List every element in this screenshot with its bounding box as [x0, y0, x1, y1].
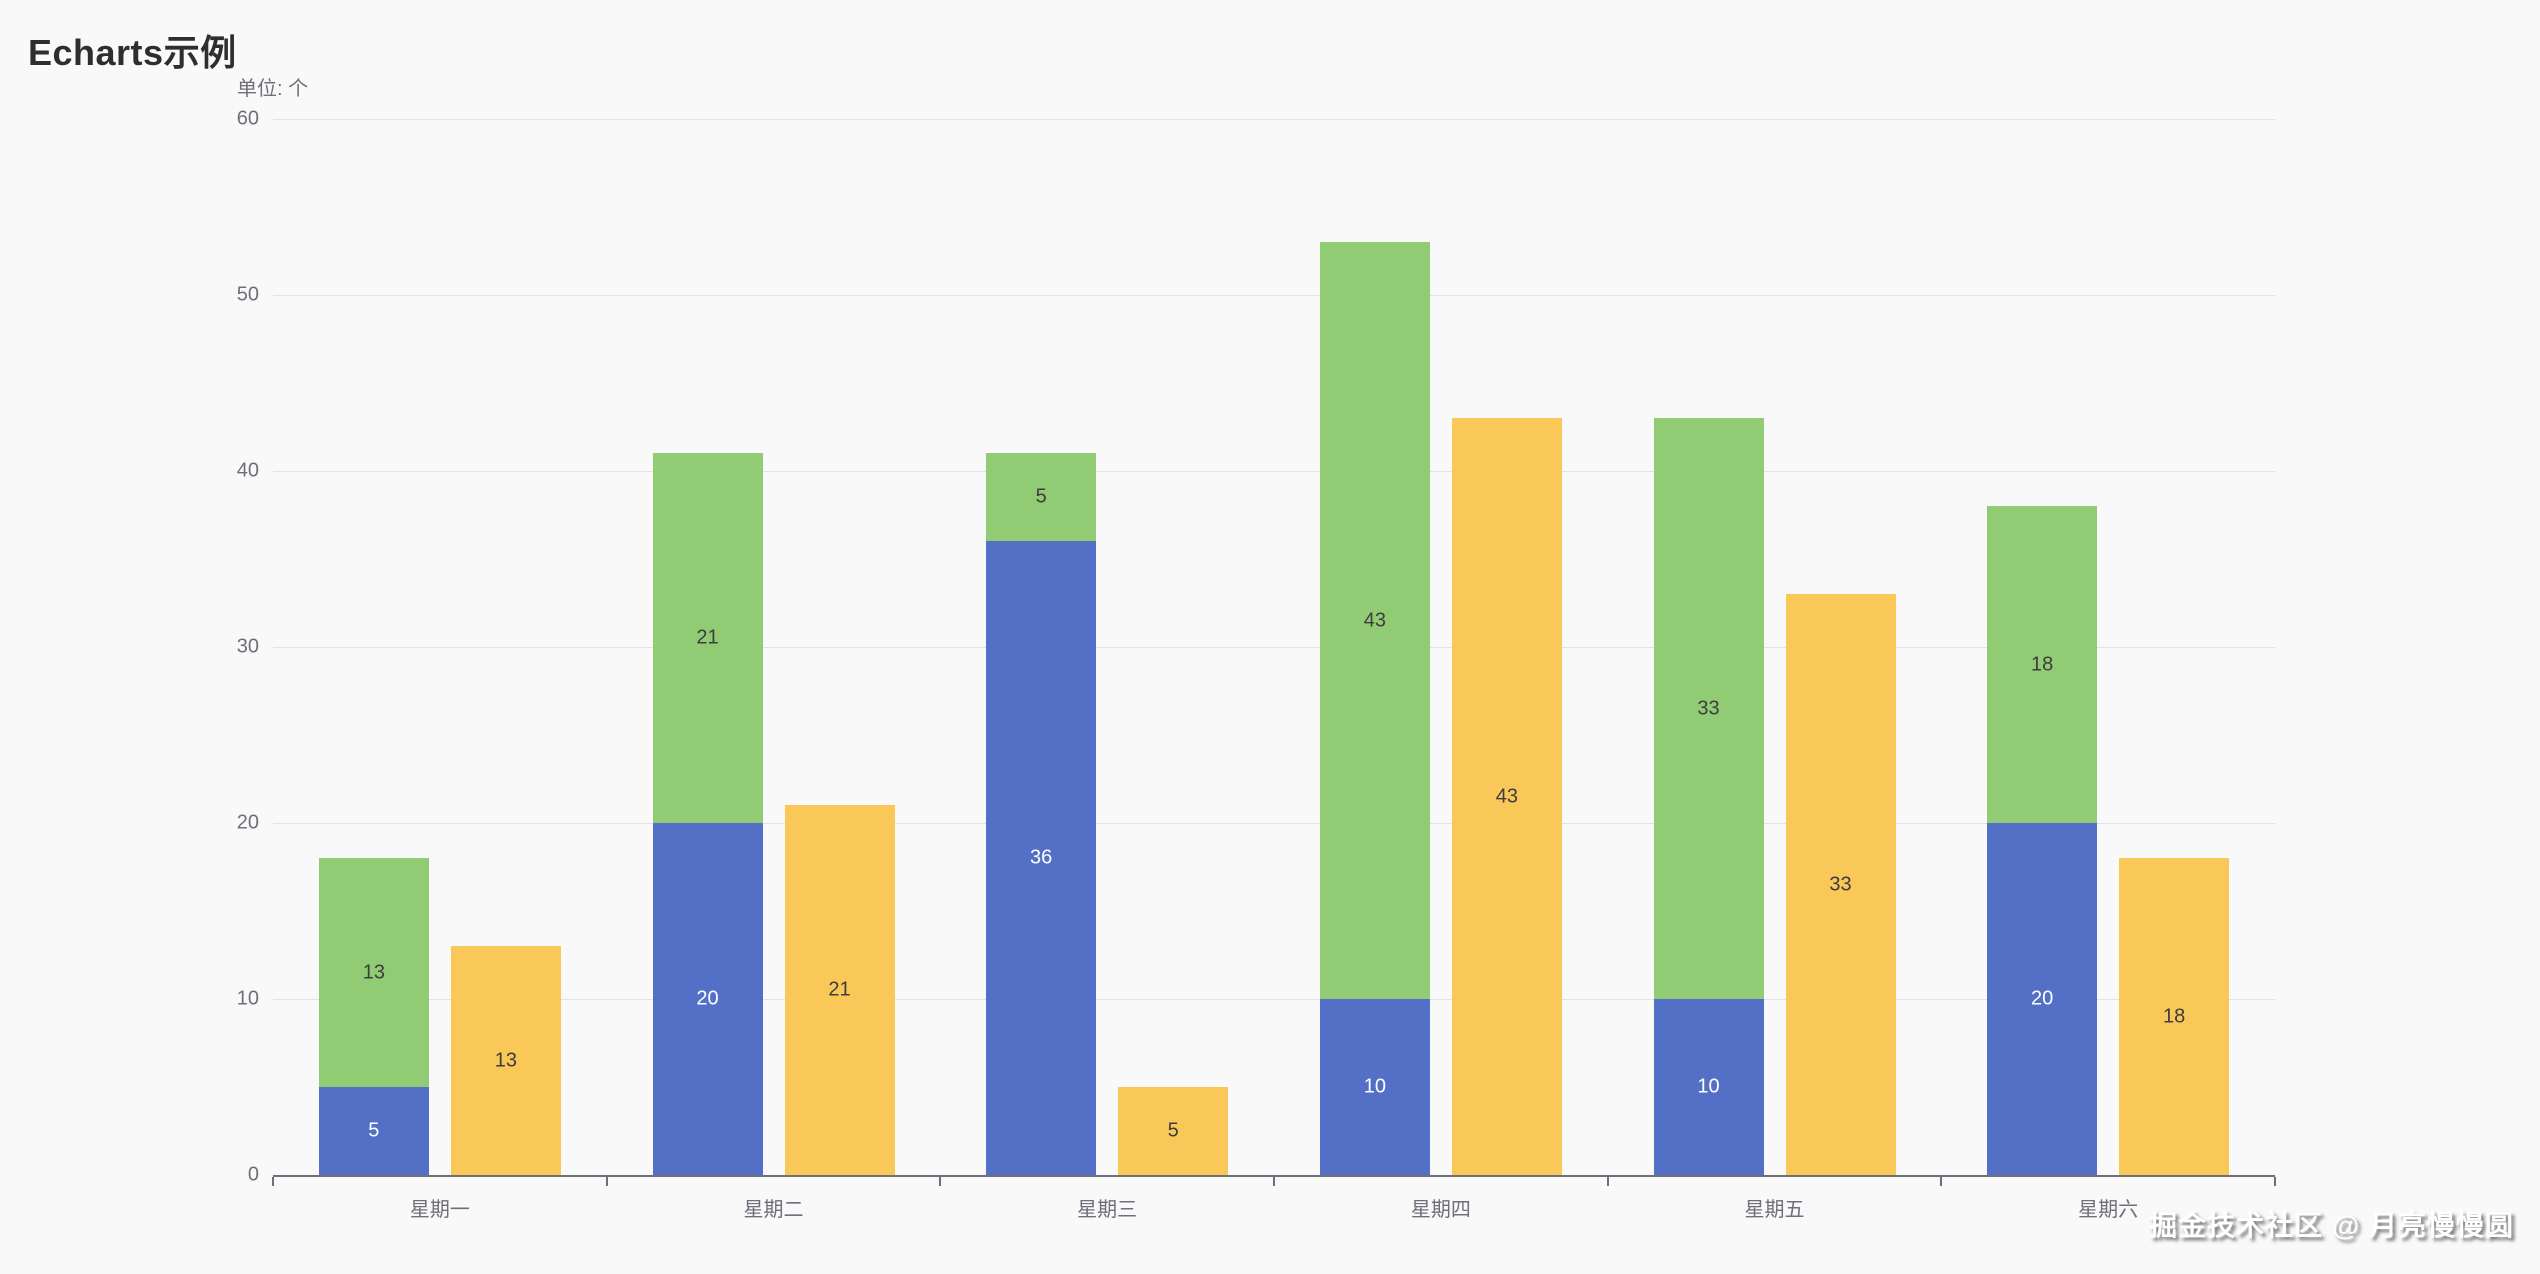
- bar-segment-5470C6[interactable]: [1987, 823, 2098, 1175]
- bar-segment-FAC858[interactable]: [784, 805, 895, 1175]
- bar-segment-5470C6[interactable]: [1653, 999, 1764, 1175]
- bar-value-label: 33: [1829, 873, 1852, 896]
- page-title: Echarts示例: [28, 32, 237, 73]
- y-axis-tick-label: 30: [236, 635, 259, 658]
- x-axis-tick: [605, 1177, 608, 1186]
- bar-segment-5470C6[interactable]: [652, 823, 763, 1175]
- bar-segment-FAC858[interactable]: [1451, 418, 1562, 1175]
- bar-value-label: 10: [1697, 1075, 1720, 1098]
- bar-value-label: 21: [696, 626, 719, 649]
- bar-value-label: 13: [362, 961, 385, 984]
- x-axis-category-label: 星期一: [409, 1199, 470, 1221]
- x-axis-tick: [1273, 1177, 1275, 1186]
- x-axis-tick: [939, 1177, 942, 1186]
- bar-segment-5470C6[interactable]: [986, 541, 1097, 1175]
- bar-value-label: 20: [696, 987, 719, 1010]
- gridline-20: [273, 823, 2275, 824]
- x-axis-tick: [1606, 1177, 1609, 1186]
- x-axis-category-label: 星期五: [1744, 1199, 1805, 1221]
- bar-segment-5470C6[interactable]: [1319, 999, 1430, 1175]
- x-axis-category-label: 星期四: [1410, 1199, 1471, 1221]
- bar-value-label: 5: [1035, 485, 1047, 508]
- bar-segment-FAC858[interactable]: [450, 946, 561, 1175]
- bar-segment-FAC858[interactable]: [1118, 1087, 1229, 1175]
- gridline-40: [273, 471, 2275, 472]
- bar-value-label: 43: [1495, 785, 1518, 808]
- y-axis-tick-label: 40: [236, 459, 259, 482]
- x-axis-tick: [1940, 1177, 1943, 1186]
- y-axis-tick-label: 60: [236, 107, 259, 130]
- bar-segment-91CC75[interactable]: [1987, 506, 2098, 823]
- gridline-50: [273, 295, 2275, 296]
- chart-plot-area: 5 13 13 20 21 21 36 5 5 10 43 43 10 33 33 20 18 18: [273, 119, 2275, 1177]
- y-axis-tick-label: 50: [236, 283, 259, 306]
- bar-value-label: 5: [1167, 1119, 1179, 1142]
- bar-value-label: 20: [2031, 987, 2054, 1010]
- bar-value-label: 18: [2163, 1005, 2186, 1028]
- y-axis-unit-label: 单位: 个: [237, 78, 309, 100]
- bar-segment-FAC858[interactable]: [2119, 858, 2230, 1175]
- y-axis-tick-label: 10: [236, 987, 259, 1010]
- bar-value-label: 36: [1030, 846, 1053, 869]
- bar-value-label: 43: [1363, 609, 1386, 632]
- bar-value-label: 18: [2031, 653, 2054, 676]
- gridline-30: [273, 647, 2275, 648]
- x-axis-category-label: 星期六: [2078, 1199, 2139, 1221]
- bar-value-label: 10: [1363, 1075, 1386, 1098]
- y-axis-tick-label: 0: [247, 1163, 259, 1186]
- bar-segment-91CC75[interactable]: [986, 453, 1097, 542]
- bar-segment-91CC75[interactable]: [1653, 418, 1764, 999]
- bar-segment-91CC75[interactable]: [318, 858, 429, 1087]
- y-axis-tick-label: 20: [236, 811, 259, 834]
- bar-value-label: 33: [1697, 697, 1720, 720]
- x-axis-tick: [2274, 1177, 2276, 1186]
- bar-value-label: 21: [828, 978, 851, 1001]
- gridline-60: [273, 119, 2275, 120]
- bar-segment-5470C6[interactable]: [318, 1087, 429, 1175]
- bar-segment-91CC75[interactable]: [652, 453, 763, 823]
- bar-segment-91CC75[interactable]: [1319, 242, 1430, 999]
- bar-segment-FAC858[interactable]: [1785, 594, 1896, 1175]
- x-axis-tick: [272, 1177, 274, 1186]
- watermark: 掘金技术社区 @ 月亮慢慢圆: [2149, 1210, 2514, 1241]
- x-axis-category-label: 星期三: [1077, 1199, 1138, 1221]
- bar-value-label: 5: [368, 1119, 380, 1142]
- x-axis-category-label: 星期二: [743, 1199, 804, 1221]
- gridline-10: [273, 999, 2275, 1000]
- bar-value-label: 13: [494, 1049, 517, 1072]
